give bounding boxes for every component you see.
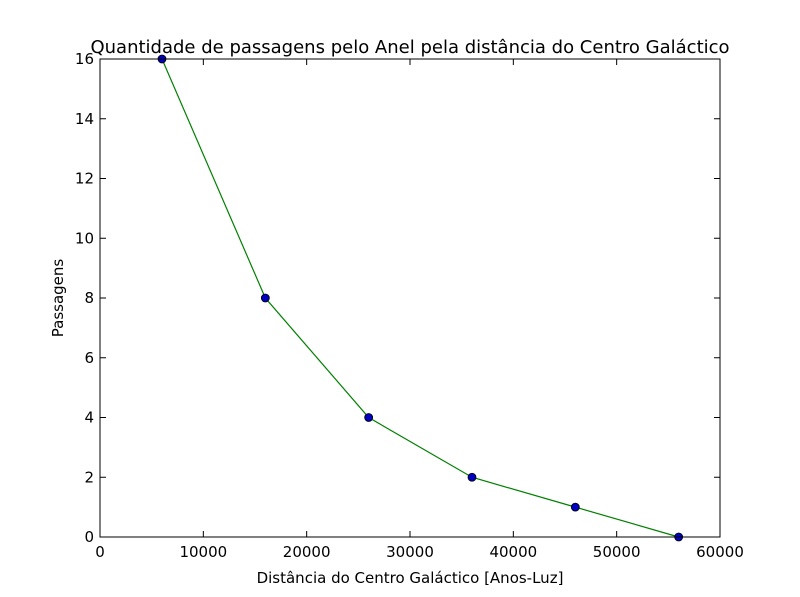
x-axis-title: Distância do Centro Galáctico [Anos-Luz] [257,569,564,587]
x-tick-label: 10000 [179,543,227,561]
data-point [364,413,374,422]
chart-title: Quantidade de passagens pelo Anel pela d… [90,37,729,58]
data-point [570,502,580,512]
y-tick-label: 16 [75,50,94,68]
y-axis-title: Passagens [49,259,67,338]
y-tick-label: 6 [84,349,94,367]
plot-area [157,54,684,542]
x-tick-label: 0 [95,543,105,561]
x-tick-label: 40000 [489,543,537,561]
y-tick-label: 10 [75,229,94,247]
x-tick-label: 60000 [696,543,744,561]
series-line [161,58,679,538]
y-axis: 0 2 4 6 8 10 12 14 16 [75,50,720,546]
y-tick-label: 8 [84,289,94,307]
y-tick-label: 2 [84,468,94,486]
data-point [467,472,477,482]
data-point [260,293,270,303]
y-tick-label: 0 [84,528,94,546]
y-tick-label: 12 [75,170,94,188]
x-tick-label: 20000 [283,543,331,561]
x-tick-label: 50000 [593,543,641,561]
x-tick-label: 30000 [386,543,434,561]
y-tick-label: 14 [75,110,94,128]
x-axis: 0 10000 20000 30000 40000 50000 60000 [95,59,744,561]
y-tick-label: 4 [84,409,94,427]
